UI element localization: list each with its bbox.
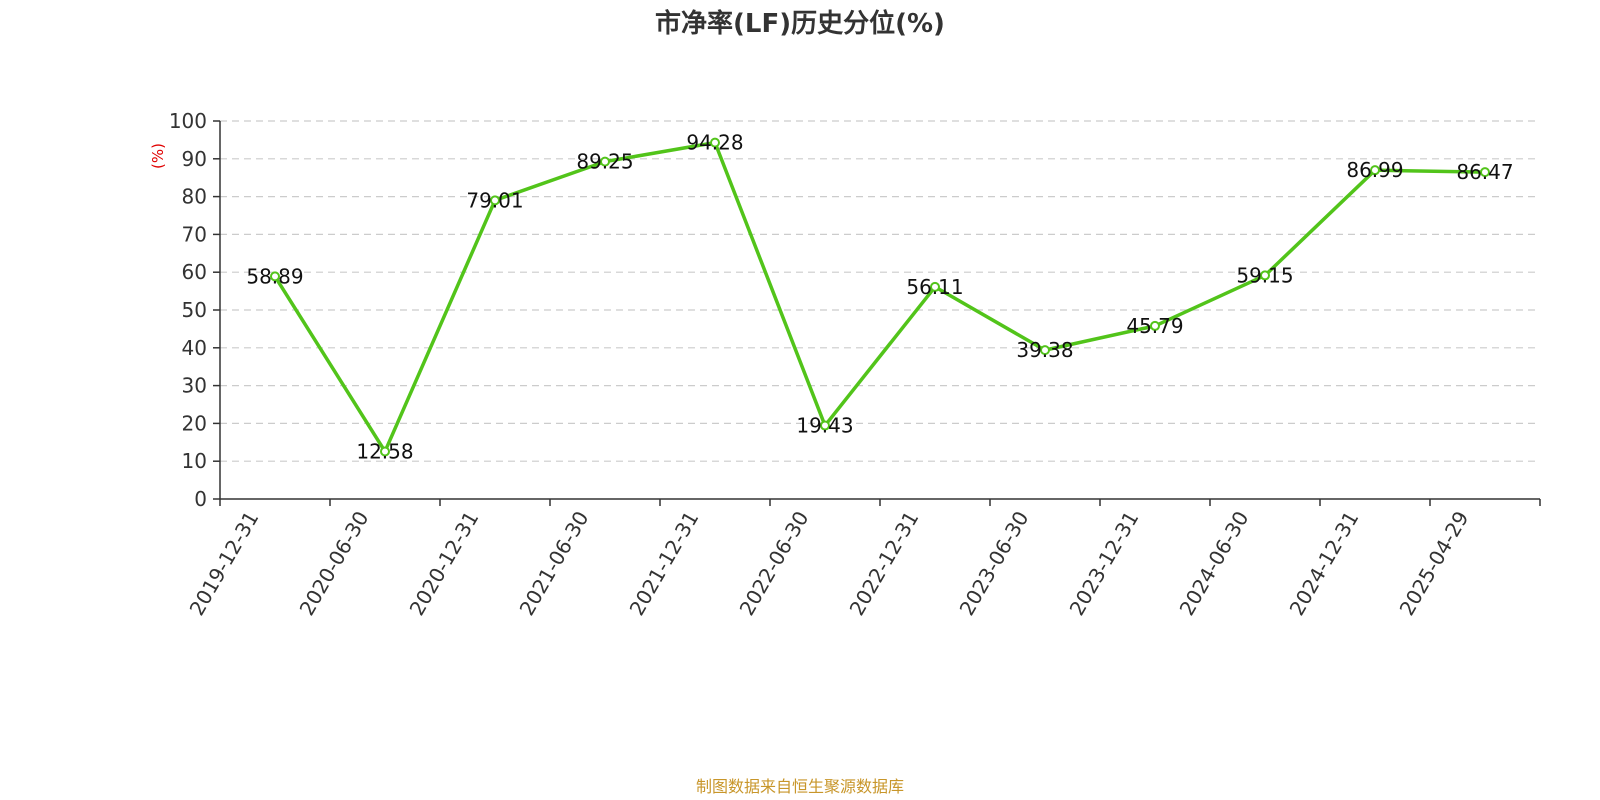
x-tick-label: 2024-06-30	[1174, 507, 1253, 620]
data-point	[1480, 167, 1490, 178]
data-label: 89.25	[576, 150, 633, 174]
y-tick-label: 90	[182, 147, 207, 171]
data-point	[1370, 165, 1380, 176]
x-tick-label: 2021-12-31	[624, 507, 703, 620]
data-point	[1150, 320, 1160, 331]
data-label: 86.99	[1346, 158, 1403, 182]
data-point	[490, 195, 500, 206]
data-point	[380, 446, 390, 457]
series-layer	[270, 137, 1490, 457]
data-point	[710, 137, 720, 148]
data-label: 94.28	[686, 131, 743, 155]
y-tick-label: 100	[169, 109, 207, 133]
data-point	[930, 281, 940, 292]
data-label: 59.15	[1236, 263, 1293, 287]
x-tick-label: 2020-06-30	[294, 507, 373, 620]
data-point	[270, 271, 280, 282]
y-tick-label: 0	[194, 487, 207, 511]
y-tick-label: 70	[182, 222, 207, 246]
data-label: 45.79	[1126, 314, 1183, 338]
chart-title: 市净率(LF)历史分位(%)	[655, 8, 945, 39]
x-tick-label: 2025-04-29	[1394, 507, 1473, 620]
data-label: 12.58	[356, 439, 413, 463]
x-tick-label: 2023-12-31	[1064, 507, 1143, 620]
y-tick-label: 30	[182, 374, 207, 398]
y-axis-unit-label: (%)	[149, 143, 167, 169]
y-axis-ticks: 0 10 20 30 40 50 60 70 80 90 100	[169, 109, 220, 511]
data-label: 86.47	[1456, 160, 1513, 184]
x-tick-label: 2023-06-30	[954, 507, 1033, 620]
x-tick-label: 2022-06-30	[734, 507, 813, 620]
y-tick-label: 10	[182, 449, 207, 473]
x-tick-label: 2020-12-31	[404, 507, 483, 620]
x-axis-ticks: 2019-12-31 2020-06-30 2020-12-31 2021-06-30…	[184, 499, 1541, 620]
x-tick-label: 2024-12-31	[1284, 507, 1363, 620]
grid-lines	[220, 120, 1540, 462]
x-tick-label: 2022-12-31	[844, 507, 923, 620]
y-tick-label: 50	[182, 298, 207, 322]
y-tick-label: 20	[182, 411, 207, 435]
data-point	[1260, 270, 1270, 281]
data-label: 19.43	[796, 414, 853, 438]
data-label: 56.11	[906, 275, 963, 299]
x-tick-label: 2019-12-31	[184, 507, 263, 620]
y-tick-label: 40	[182, 336, 207, 360]
source-footnote: 制图数据来自恒生聚源数据库	[696, 777, 904, 796]
data-point	[1040, 345, 1050, 356]
data-label: 58.89	[246, 264, 303, 288]
data-point	[600, 156, 610, 167]
x-tick-label: 2021-06-30	[514, 507, 593, 620]
data-label: 79.01	[466, 188, 523, 212]
series-line	[273, 140, 1486, 454]
data-label: 39.38	[1016, 338, 1073, 362]
data-labels: 58.89 12.58 79.01 89.25 94.28 19.43 56.11 39.38…	[246, 131, 1513, 464]
y-tick-label: 60	[182, 260, 207, 284]
y-tick-label: 80	[182, 185, 207, 209]
data-point	[820, 420, 830, 431]
